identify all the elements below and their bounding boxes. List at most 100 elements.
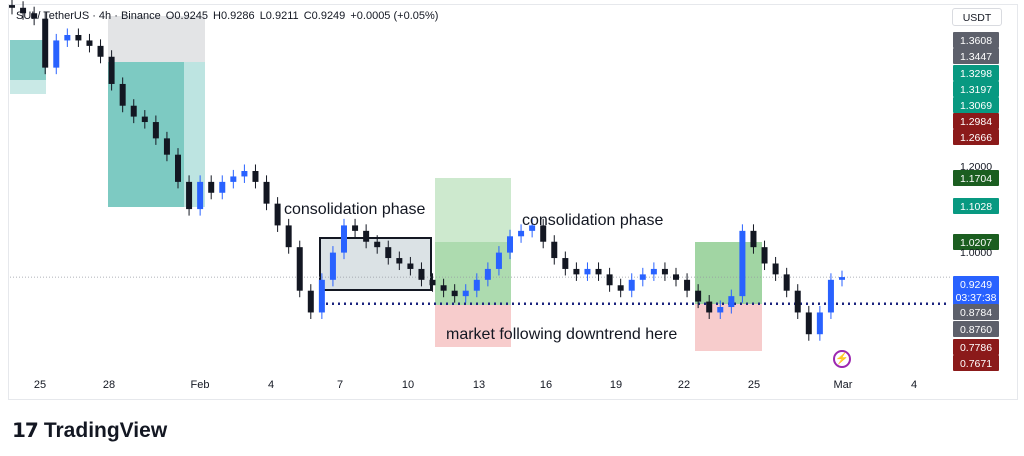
candle-body <box>451 290 458 297</box>
time-label: 10 <box>402 379 414 391</box>
candle-body <box>197 181 204 210</box>
target-zone <box>108 62 184 207</box>
candle-body <box>839 277 845 280</box>
candle-body <box>152 122 159 139</box>
price-label: 1.3608 <box>960 35 992 47</box>
lightning-icon[interactable]: ⚡ <box>833 350 851 368</box>
high-value: H0.9286 <box>213 10 255 22</box>
price-label: 0.7786 <box>960 342 992 354</box>
risk-zone <box>108 16 205 62</box>
stop-zone <box>695 304 762 351</box>
tradingview-logo: 𝟭𝟳 TradingView <box>12 418 168 443</box>
currency-selector[interactable]: USDT <box>952 8 1002 26</box>
candle-body <box>673 274 679 280</box>
candle-body <box>628 279 635 291</box>
candle-body <box>219 181 226 193</box>
price-label: 1.2666 <box>960 132 992 144</box>
candle-body <box>595 268 602 275</box>
candle-body <box>363 230 370 242</box>
symbol-ohlc-header: SUI / TetherUS · 4h · Binance O0.9245 H0… <box>16 10 440 22</box>
candle-body <box>374 241 381 248</box>
candle-body <box>462 290 469 297</box>
price-label-bg <box>953 321 999 337</box>
candle-body <box>584 268 591 275</box>
price-label-bg <box>953 339 999 355</box>
candle-body <box>20 7 27 14</box>
symbol-label[interactable]: SUI / TetherUS · 4h · Binance <box>16 10 161 22</box>
close-value: C0.9249 <box>303 10 346 22</box>
candle-body <box>639 274 646 280</box>
candle-body <box>130 105 137 117</box>
candle-body <box>728 296 735 308</box>
candle-body <box>385 247 392 259</box>
price-label: 03:37:38 <box>956 292 997 304</box>
target-zone <box>10 40 46 80</box>
candle-body <box>573 268 580 275</box>
candle-body <box>97 45 104 57</box>
price-label-bg <box>953 81 999 97</box>
candle-body <box>440 285 447 291</box>
time-label: 28 <box>103 379 115 391</box>
time-label: 7 <box>337 379 343 391</box>
price-label: 1.3197 <box>960 84 992 96</box>
candle-body <box>274 203 281 226</box>
price-label: 0.8760 <box>960 324 992 336</box>
candle-body <box>175 154 181 182</box>
time-label: 25 <box>34 379 46 391</box>
candle-body <box>827 279 834 313</box>
candle-body <box>119 83 126 106</box>
candle-body <box>816 312 823 335</box>
candle-body <box>208 181 215 193</box>
annotation-consolidation-2: consolidation phase <box>522 212 664 229</box>
candle-body <box>53 40 60 68</box>
tradingview-mark-icon: 𝟭𝟳 <box>12 420 39 442</box>
price-label-bg <box>953 289 999 305</box>
price-label-bg <box>953 113 999 129</box>
candle-body <box>794 290 801 313</box>
target-zone <box>184 62 205 207</box>
candle-body <box>540 225 547 242</box>
price-label-bg <box>953 129 999 145</box>
price-label: 1.3069 <box>960 100 992 112</box>
candle-body <box>484 268 491 280</box>
time-label: Mar <box>834 379 853 391</box>
candle-body <box>396 258 403 264</box>
open-value: O0.9245 <box>165 10 208 22</box>
candle-body <box>706 301 713 313</box>
candle-body <box>407 263 414 269</box>
candle-body <box>772 263 779 275</box>
candle-body <box>750 230 757 248</box>
price-label: 1.1028 <box>960 201 992 213</box>
price-label: 0.9249 <box>960 279 992 291</box>
candle-body <box>518 230 525 237</box>
candle-body <box>9 5 15 8</box>
candle-body <box>163 138 170 155</box>
profit-zone <box>435 178 511 242</box>
annotation-downtrend: market following downtrend here <box>446 326 678 343</box>
price-label-bg <box>953 234 999 250</box>
price-label: 1.2984 <box>960 116 992 128</box>
candle-body <box>684 279 691 291</box>
profit-zone <box>695 242 762 304</box>
candle-body <box>75 34 82 41</box>
price-label-bg <box>953 355 999 371</box>
price-label-bg <box>953 65 999 81</box>
time-label: 13 <box>473 379 485 391</box>
candle-body <box>141 116 148 123</box>
price-label-bg <box>953 48 999 64</box>
price-label-bg <box>953 276 999 292</box>
candle-body <box>241 171 248 177</box>
profit-zone <box>435 242 511 305</box>
candle-body <box>418 268 425 280</box>
price-label-bg <box>953 32 999 48</box>
candle-body <box>507 236 513 253</box>
price-label: 1.3298 <box>960 68 992 80</box>
candle-body <box>108 56 115 84</box>
candle-body <box>695 290 702 302</box>
target-zone <box>10 80 46 94</box>
candle-body <box>329 252 336 280</box>
time-label: 25 <box>748 379 760 391</box>
candle-body <box>805 312 812 335</box>
candle-body <box>529 225 536 231</box>
